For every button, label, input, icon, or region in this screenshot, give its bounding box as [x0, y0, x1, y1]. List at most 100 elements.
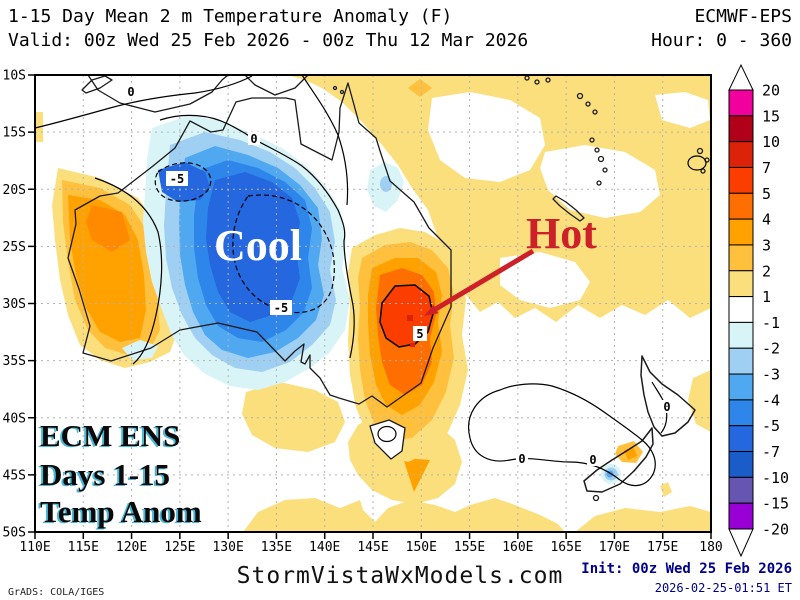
warm-dot	[660, 482, 672, 497]
coastline-nz-south	[583, 427, 654, 493]
lon-tick-label: 110E	[19, 540, 50, 555]
colorbar-value: -20	[762, 521, 789, 539]
lat-tick-label: 10S	[3, 69, 26, 84]
hot-core-dot	[410, 343, 415, 347]
minus5-contour	[154, 162, 212, 202]
lon-tick-label: 155E	[454, 540, 485, 555]
lon-tick-label: 160E	[502, 540, 533, 555]
zero-contour	[159, 114, 355, 359]
warm-field-hole	[500, 252, 590, 308]
warm-field-hole	[428, 92, 545, 182]
colorbar-value: 5	[762, 185, 771, 203]
island-dots-torres	[332, 85, 345, 95]
colorbar-value: 10	[762, 133, 780, 151]
annotation-line: ECM ENS	[40, 418, 180, 453]
lat-tick-label: 20S	[3, 183, 26, 198]
lat-tick-label: 30S	[3, 297, 26, 312]
annotation-shadow: Days 1-15	[38, 458, 168, 493]
colorbar-value: -3	[762, 366, 780, 384]
lat-tick-label: 15S	[3, 126, 26, 141]
coastlines	[67, 75, 710, 502]
colorbar-value: -2	[762, 340, 780, 358]
colorbar-value: 2	[762, 262, 771, 280]
grads-credit: GrADS: COLA/IGES	[8, 587, 105, 598]
west-warm-core	[86, 205, 130, 252]
lon-tick-label: 150E	[406, 540, 437, 555]
colorbar-cell	[728, 502, 754, 530]
lon-tick-label: 115E	[68, 540, 99, 555]
colorbar-cells	[728, 89, 754, 530]
colorbar-cell	[728, 89, 754, 117]
colorbar-arrow-up	[728, 63, 754, 91]
lat-tick-label: 50S	[3, 526, 26, 541]
warm-patch-bottom-right	[575, 506, 711, 532]
cool-core	[206, 172, 300, 322]
contour-label: 0	[518, 452, 525, 466]
hot-region-label: Hot	[526, 209, 597, 258]
colorbar-value: -1	[762, 314, 780, 332]
island-stewart	[592, 494, 600, 502]
colorbar-value: -5	[762, 417, 780, 435]
annotation-shadow: Temp Anom	[38, 495, 200, 530]
colorbar-value: 3	[762, 236, 771, 254]
colorbar-cell	[728, 244, 754, 272]
colorbar-cell	[728, 321, 754, 349]
contour-labels: -5 -5 5 0 0 0 0 0	[125, 85, 673, 467]
colorbar-arrow-down	[728, 528, 754, 558]
contour-label: 0	[250, 132, 257, 146]
warm-patch-right-edge	[688, 370, 711, 432]
coastline-australia	[67, 82, 452, 408]
coastline-nz-north	[640, 355, 696, 437]
warm-field	[288, 75, 711, 322]
model-name: ECMWF-EPS	[694, 6, 792, 27]
valid-range: Valid: 00z Wed 25 Feb 2026 - 00z Thu 12 …	[8, 30, 529, 51]
colorbar-value: -15	[762, 495, 789, 513]
warm-field-hole	[655, 92, 710, 128]
contour-label: -5	[274, 301, 288, 315]
colorbar-value: 1	[762, 288, 771, 306]
colorbar-value: 7	[762, 159, 771, 177]
colorbar-cell	[728, 115, 754, 143]
init-time: Init: 00z Wed 25 Feb 2026	[581, 561, 792, 577]
lat-tick-label: 40S	[3, 411, 26, 426]
colorbar-cell	[728, 296, 754, 323]
zero-contour	[35, 75, 253, 129]
contour-label: 0	[663, 400, 670, 414]
zero-contour	[301, 75, 349, 206]
contours	[35, 75, 707, 487]
lon-tick-label: 120E	[116, 540, 147, 555]
annotation-block: ECM ENS Days 1-15 Temp Anom ECM ENS Days…	[38, 418, 202, 530]
colorbar-value: -4	[762, 391, 780, 409]
contour-label: 0	[589, 453, 596, 467]
render-timestamp: 2026-02-25-01:51 ET	[654, 581, 792, 595]
lon-tick-label: 140E	[309, 540, 340, 555]
colorbar-cell	[728, 399, 754, 427]
hot-arrow	[424, 248, 535, 316]
hour-range: Hour: 0 - 360	[651, 30, 792, 51]
lon-tick-label: 165E	[550, 540, 581, 555]
lon-tick-label: 175E	[647, 540, 678, 555]
lon-tick-label: 180	[699, 540, 722, 555]
amber-diamond	[408, 79, 432, 97]
lat-tick-label: 25S	[3, 240, 26, 255]
lon-tick-label: 135E	[261, 540, 292, 555]
zero-contour	[94, 177, 163, 365]
chart-title: 1-15 Day Mean 2 m Temperature Anomaly (F…	[8, 6, 453, 27]
annotation-line: Temp Anom	[40, 494, 202, 529]
colorbar-value: 15	[762, 107, 780, 125]
zero-contour-loop	[468, 383, 656, 487]
colorbar-cell	[728, 141, 754, 168]
colorbar-cell	[728, 451, 754, 478]
colorbar-cell	[728, 192, 754, 220]
coastline-tasmania	[369, 419, 406, 460]
site-watermark: StormVistaWxModels.com	[236, 563, 564, 589]
island-dots-solomons	[524, 75, 598, 115]
warm-patch-south	[242, 382, 345, 452]
lon-tick-label: 130E	[212, 540, 243, 555]
lon-tick-label: 145E	[357, 540, 388, 555]
coastline-timor	[81, 75, 113, 94]
colorbar-cell	[728, 425, 754, 453]
